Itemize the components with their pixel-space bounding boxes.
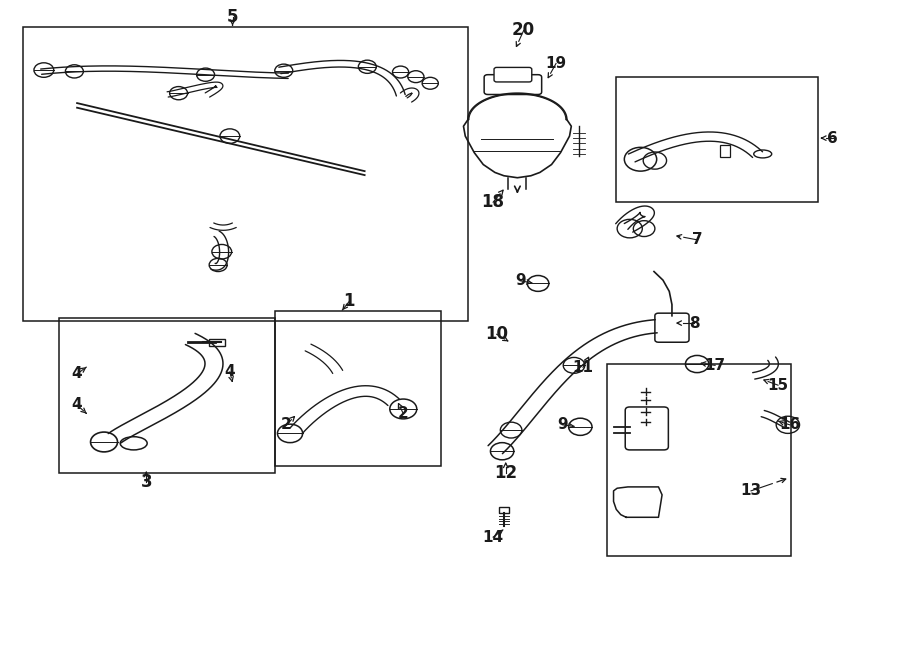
Text: 20: 20 [512, 21, 535, 40]
Text: 9: 9 [557, 417, 568, 432]
Text: 6: 6 [827, 130, 838, 146]
Text: 4: 4 [72, 397, 83, 412]
Text: 12: 12 [494, 464, 518, 482]
Text: 17: 17 [705, 358, 725, 373]
Text: 16: 16 [779, 417, 800, 432]
FancyBboxPatch shape [655, 313, 689, 342]
Bar [59, 318, 274, 473]
Text: 10: 10 [485, 325, 508, 344]
Bar [23, 27, 468, 321]
FancyBboxPatch shape [484, 75, 542, 95]
Bar [608, 364, 791, 555]
Text: 3: 3 [140, 473, 152, 491]
Bar [274, 311, 441, 467]
Bar [209, 339, 225, 346]
Text: 8: 8 [689, 316, 699, 330]
Bar [720, 145, 731, 157]
Text: 2: 2 [398, 406, 409, 421]
Text: 5: 5 [227, 8, 239, 26]
Text: 11: 11 [572, 360, 593, 375]
Bar [499, 507, 509, 512]
Text: 18: 18 [482, 193, 505, 211]
FancyBboxPatch shape [626, 407, 669, 450]
Text: 4: 4 [224, 365, 235, 379]
Text: 9: 9 [515, 273, 526, 288]
Text: 13: 13 [741, 483, 761, 498]
Text: 14: 14 [482, 530, 504, 545]
Text: 7: 7 [692, 232, 702, 248]
Bar [616, 77, 818, 202]
Text: 19: 19 [545, 56, 567, 71]
FancyBboxPatch shape [494, 68, 532, 82]
Text: 2: 2 [281, 417, 292, 432]
Text: 4: 4 [72, 367, 83, 381]
Text: 1: 1 [344, 292, 356, 310]
Text: 15: 15 [768, 377, 788, 393]
